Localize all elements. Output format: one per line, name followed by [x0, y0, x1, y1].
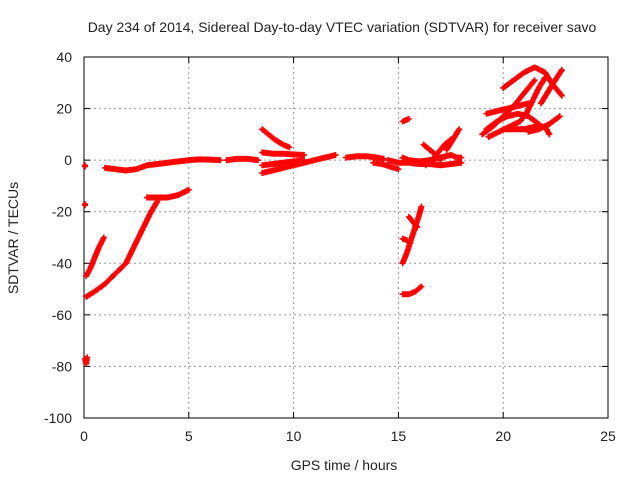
y-tick-label: -100	[44, 410, 72, 426]
x-tick-label: 15	[391, 428, 407, 444]
y-tick-label: 0	[64, 152, 72, 168]
data-point	[556, 113, 563, 120]
data-point	[456, 126, 463, 133]
series-arc-02	[82, 200, 89, 209]
series-arc-24	[447, 151, 465, 161]
data-point	[414, 224, 421, 231]
series-arc-11	[259, 126, 293, 151]
series-arc-10	[259, 157, 308, 169]
chart-title: Day 234 of 2014, Sidereal Day-to-day VTE…	[88, 19, 597, 35]
grid	[84, 57, 608, 418]
y-tick-label: -60	[52, 307, 72, 323]
y-tick-label: 20	[56, 101, 72, 117]
data-point	[458, 154, 465, 161]
data-point	[82, 163, 89, 170]
data-point	[418, 203, 425, 210]
x-tick-label: 0	[80, 428, 88, 444]
data-point	[403, 237, 410, 244]
series-arc-18	[405, 213, 421, 231]
series-arc-33	[537, 66, 565, 107]
series-arc-27	[483, 100, 532, 117]
series-arc-04	[83, 198, 161, 300]
series-arc-13	[343, 153, 387, 162]
x-axis-label: GPS time / hours	[291, 457, 398, 473]
data-point	[558, 92, 565, 99]
data-point	[558, 66, 565, 73]
y-tick-label: -80	[52, 358, 72, 374]
series-arc-14	[370, 159, 402, 173]
series-arc-12	[259, 149, 308, 158]
data-point	[217, 157, 224, 164]
data-point	[332, 151, 339, 158]
x-tick-label: 20	[495, 428, 511, 444]
data-point	[100, 234, 107, 241]
y-tick-label: 40	[56, 49, 72, 65]
y-axis-label: SDTVAR / TECUs	[5, 182, 21, 294]
series-arc-16	[399, 115, 412, 125]
data-point	[82, 202, 89, 209]
data-point	[418, 283, 425, 290]
data-point	[185, 186, 192, 193]
data-point	[286, 144, 293, 151]
y-tick-label: -20	[52, 204, 72, 220]
x-tick-label: 10	[286, 428, 302, 444]
series-arc-31	[500, 123, 553, 138]
series-arc-01	[82, 162, 89, 170]
data-point	[301, 151, 308, 158]
series-arc-05	[82, 354, 91, 367]
data-point	[395, 166, 402, 173]
x-tick-label: 25	[600, 428, 616, 444]
data-point	[380, 155, 387, 162]
data-point	[531, 77, 538, 84]
series-arc-06	[101, 156, 224, 174]
axis-ticks: -100 -80 -60 -40 -20 0 20 40 0 5 10 15 20 25	[44, 49, 616, 444]
series-arc-32	[525, 113, 563, 135]
series-arc-19	[399, 283, 425, 298]
series-arc-20	[399, 235, 410, 244]
series-arc-03	[83, 234, 107, 280]
series-arc-07	[143, 186, 192, 201]
data-point	[405, 115, 412, 122]
data-point	[546, 131, 553, 138]
data-point	[301, 157, 308, 164]
data-point	[84, 354, 91, 361]
x-tick-label: 5	[185, 428, 193, 444]
series-arc-17	[399, 203, 425, 267]
data-point	[458, 159, 465, 166]
data-point	[254, 157, 261, 164]
data-point	[437, 157, 444, 164]
plot-frame	[83, 56, 609, 419]
series-arc-08	[223, 155, 261, 164]
data-points	[82, 64, 565, 367]
series-arc-25	[443, 126, 463, 153]
y-tick-label: -40	[52, 255, 72, 271]
